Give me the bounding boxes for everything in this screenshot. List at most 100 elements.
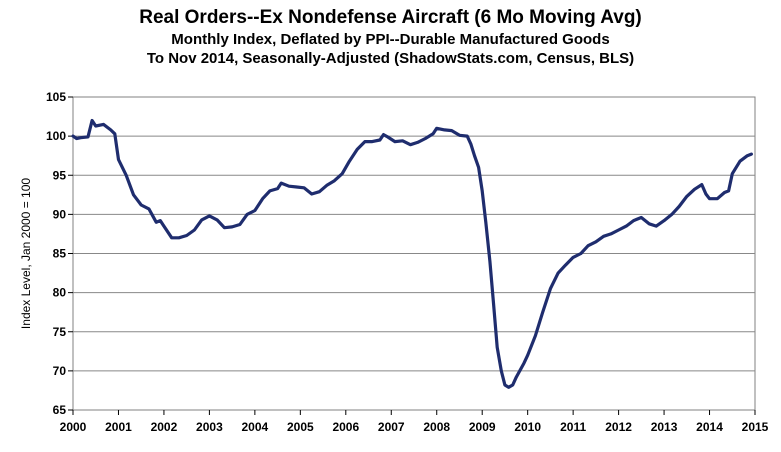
data-point [602, 235, 605, 238]
x-tick-label: 2001 [105, 420, 132, 434]
data-point [595, 241, 597, 243]
data-point [102, 123, 105, 126]
data-point [91, 119, 93, 122]
data-point [727, 190, 730, 192]
data-point [435, 127, 438, 130]
data-point [481, 190, 484, 192]
data-point [200, 219, 203, 221]
data-point [534, 334, 537, 337]
data-point [678, 205, 680, 208]
data-point [458, 134, 461, 137]
data-point [705, 193, 707, 195]
data-point [723, 191, 726, 194]
data-point [223, 226, 226, 229]
data-point [379, 139, 381, 141]
x-tick-label: 2009 [469, 420, 496, 434]
data-point [288, 185, 290, 187]
y-tick-label: 70 [53, 364, 67, 378]
data-point [655, 225, 658, 227]
data-point [239, 223, 241, 226]
data-point [739, 160, 741, 162]
data-point [159, 219, 162, 222]
y-tick-label: 100 [46, 129, 66, 143]
x-tick-label: 2008 [423, 420, 450, 434]
data-point [541, 311, 544, 314]
y-tick-label: 90 [53, 207, 67, 221]
data-point [261, 197, 264, 200]
data-point [386, 136, 389, 138]
data-point [341, 172, 344, 175]
x-tick-label: 2014 [696, 420, 723, 434]
data-point [148, 208, 150, 210]
data-point [356, 148, 359, 151]
gridlines [73, 135, 755, 372]
chart-title-block: Real Orders--Ex Nondefense Aircraft (6 M… [0, 6, 781, 68]
data-point [117, 158, 120, 161]
data-point [163, 225, 165, 227]
data-point [155, 221, 157, 223]
x-tick-label: 2013 [651, 420, 678, 434]
data-point [382, 133, 385, 136]
data-point [496, 346, 499, 349]
data-point [185, 234, 188, 237]
chart-title: Real Orders--Ex Nondefense Aircraft (6 M… [139, 7, 642, 28]
y-tick-label: 95 [53, 168, 67, 182]
data-point [125, 174, 127, 177]
data-point [663, 219, 665, 222]
data-point [466, 135, 469, 137]
data-point [114, 133, 116, 135]
axis-labels: 65 70 75 80 85 90 95 100 105 2000 2001 2002 2003 2004… [46, 90, 769, 434]
data-point [231, 226, 233, 228]
data-point [640, 216, 643, 219]
data-point [87, 136, 89, 138]
data-point [485, 221, 487, 223]
series-layer [71, 118, 753, 389]
data-point [504, 384, 506, 386]
data-point [731, 172, 734, 175]
data-point [671, 213, 673, 216]
data-point [492, 303, 495, 306]
x-tick-label: 2011 [560, 420, 586, 434]
data-point [280, 182, 283, 184]
data-point [364, 140, 366, 143]
data-point [470, 143, 472, 145]
data-point [750, 153, 753, 155]
data-point [572, 256, 574, 259]
data-point [507, 386, 510, 389]
data-point [409, 143, 412, 146]
data-point [193, 229, 196, 231]
data-point [303, 187, 305, 189]
data-point [416, 141, 419, 144]
data-point [587, 244, 589, 247]
x-tick-label: 2004 [242, 420, 269, 434]
data-point [716, 197, 719, 200]
chart-subtitle-2: To Nov 2014, Seasonally-Adjusted (Shadow… [146, 50, 635, 67]
y-tick-label: 85 [53, 247, 67, 261]
data-point [648, 223, 650, 225]
y-tick-label: 75 [53, 325, 67, 339]
data-point [549, 287, 552, 290]
data-point [208, 215, 211, 217]
data-point [450, 129, 453, 132]
data-point [269, 190, 271, 192]
data-point [318, 190, 321, 193]
data-point [610, 233, 612, 235]
data-point [746, 154, 749, 157]
data-point [489, 260, 491, 263]
data-point [348, 160, 351, 162]
chart-subtitle-1: Monthly Index, Deflated by PPI--Durable … [171, 31, 610, 48]
data-point [617, 229, 620, 231]
data-point [477, 166, 480, 169]
data-point [708, 197, 711, 200]
x-tick-label: 2005 [287, 420, 314, 434]
x-tick-label: 2000 [60, 420, 87, 434]
data-point [345, 166, 347, 169]
data-point [701, 183, 703, 186]
data-point [75, 137, 78, 140]
y-tick-label: 65 [53, 403, 67, 417]
data-point [371, 140, 374, 143]
data-point [424, 137, 427, 140]
data-point [443, 129, 446, 131]
data-point [625, 225, 628, 227]
